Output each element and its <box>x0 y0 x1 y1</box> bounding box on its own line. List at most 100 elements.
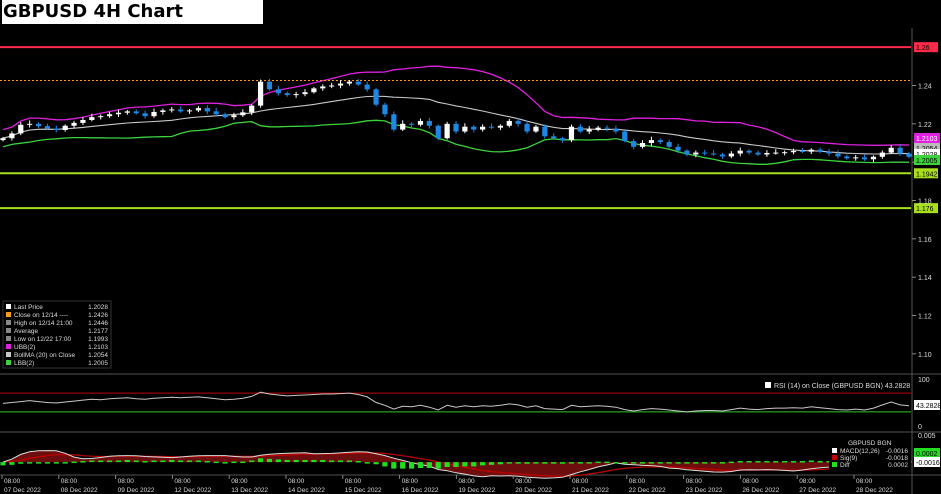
macd-diff-bar <box>622 462 628 464</box>
candle-up <box>773 152 779 154</box>
legend-swatch <box>6 312 11 317</box>
candle-down <box>551 136 557 139</box>
candle-up <box>533 126 539 132</box>
macd-diff-bar <box>249 460 255 463</box>
macd-legend-swatch <box>832 455 837 460</box>
macd-diff-bar <box>329 460 335 463</box>
candle-down <box>515 120 521 124</box>
macd-diff-bar <box>0 462 6 466</box>
legend: Last Price 1.2028 Close on 12/14 ---- 1.242… <box>2 300 112 369</box>
candle-up <box>870 156 877 160</box>
legend-label: Last Price <box>14 304 43 311</box>
macd-diff-bar <box>639 462 646 464</box>
macd-diff-bar <box>790 461 797 463</box>
macd-value-label: 0.0002 <box>916 451 938 458</box>
candle-up <box>151 111 157 117</box>
legend-swatch <box>6 320 11 325</box>
macd-diff-bar <box>142 461 148 463</box>
x-tick-time: 08:00 <box>4 478 21 485</box>
x-tick-time: 08:00 <box>515 478 532 485</box>
legend-value: 1.2426 <box>88 312 108 319</box>
candle-down <box>577 126 583 132</box>
value-tag-boll <box>914 143 940 153</box>
x-tick-time: 08:00 <box>856 478 873 485</box>
macd-diff-bar <box>222 462 228 464</box>
macd-value-tag <box>914 457 940 467</box>
macd-legend-title: GBPUSD BGN <box>848 440 892 447</box>
macd-diff-bar <box>346 460 353 463</box>
macd-diff-bar <box>568 462 575 464</box>
candle-up <box>853 157 859 159</box>
macd-diff-bar <box>53 462 59 464</box>
candle-up <box>693 152 699 155</box>
legend-value: 1.2446 <box>88 320 108 327</box>
candle-down <box>373 89 379 105</box>
candle-up <box>160 110 166 112</box>
macd-legend-label: Diff <box>840 462 850 469</box>
candle-up <box>98 116 104 118</box>
rsi-title: RSI (14) on Close (GBPUSD BGN) 43.2828 <box>774 383 910 390</box>
candle-up <box>302 92 308 95</box>
macd-tick-label: 0.005 <box>918 433 936 440</box>
macd-diff-bar <box>657 462 663 464</box>
candle-down <box>133 111 139 114</box>
candle-up <box>18 124 24 134</box>
macd-diff-bar <box>62 462 68 464</box>
macd-diff-bar <box>702 462 708 464</box>
candle-up <box>595 127 601 130</box>
macd-diff-bar <box>808 460 814 463</box>
candle-up <box>124 111 130 113</box>
candle-up <box>311 88 317 93</box>
candle-down <box>826 151 832 154</box>
level-tag <box>914 168 938 179</box>
candle-down <box>631 141 637 147</box>
candle-down <box>364 84 370 90</box>
macd-diff-bar <box>98 460 104 463</box>
macd-diff-bar <box>80 461 86 463</box>
macd-diff-bar <box>18 462 24 464</box>
legend-swatch <box>6 336 11 341</box>
macd-diff-bar <box>631 462 637 464</box>
macd-diff-bar <box>595 461 601 464</box>
candle-down <box>382 104 388 115</box>
macd-legend-label: MACD(12,26) <box>840 448 880 455</box>
candle-up <box>506 120 512 126</box>
candle-up <box>0 138 6 141</box>
macd-diff-bar <box>462 462 468 467</box>
macd-diff-bar <box>737 461 743 463</box>
macd-diff-bar <box>178 460 184 463</box>
rsi-value-tag <box>914 400 940 410</box>
legend-value: 1.2177 <box>88 328 108 335</box>
chart-title: GBPUSD 4H Chart <box>2 0 263 24</box>
x-tick-date: 27 Dec 2022 <box>799 487 836 494</box>
x-tick-time: 08:00 <box>629 478 646 485</box>
candle-down <box>524 123 530 132</box>
candle-up <box>808 149 814 152</box>
candle-up <box>400 123 406 130</box>
candle-up <box>186 110 193 112</box>
level-tag-label: 1.176 <box>916 206 934 213</box>
candle-up <box>62 125 68 130</box>
candle-down <box>471 126 477 130</box>
x-tick-time: 08:00 <box>686 478 703 485</box>
legend-box <box>2 300 112 369</box>
candle-down <box>53 128 59 130</box>
x-tick-time: 08:00 <box>118 478 135 485</box>
candle-up <box>639 143 646 147</box>
macd-diff-bar <box>240 461 246 464</box>
candle-up <box>346 81 353 84</box>
x-tick-date: 21 Dec 2022 <box>572 487 609 494</box>
legend-label: Low on 12/22 17:00 <box>14 336 71 343</box>
candle-down <box>604 127 610 129</box>
macd-diff-bar <box>817 461 823 463</box>
legend-value: 1.2103 <box>88 344 108 351</box>
macd-diff-bar <box>586 462 592 464</box>
x-tick-date: 16 Dec 2022 <box>402 487 439 494</box>
candle-up <box>737 150 743 154</box>
macd-diff-bar <box>417 462 424 469</box>
macd-diff-bar <box>764 461 770 463</box>
candle-down <box>675 146 681 151</box>
candle-down <box>542 126 548 137</box>
macd-diff-bar <box>435 462 441 469</box>
